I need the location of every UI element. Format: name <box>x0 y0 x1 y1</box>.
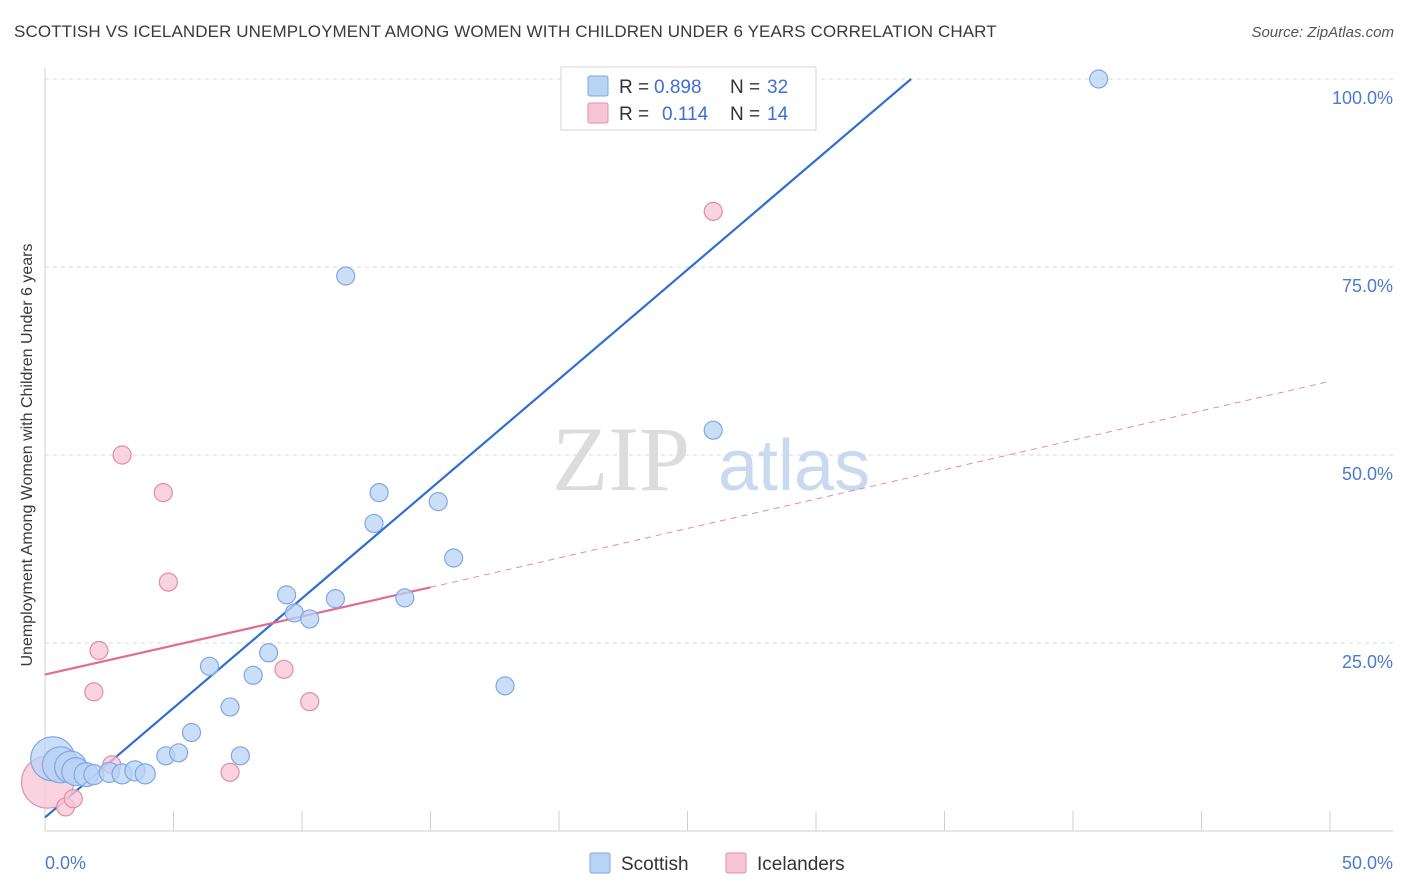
point-icelanders-10 <box>220 762 240 782</box>
point-scottish-28 <box>495 676 515 696</box>
x-tick-label-1: 50.0% <box>1342 853 1393 873</box>
legend-bottom-label-scottish: Scottish <box>621 854 689 875</box>
point-scottish-27 <box>444 548 464 568</box>
point-icelanders-4 <box>84 682 104 702</box>
point-scottish-26 <box>428 492 448 512</box>
legend-n-label-icelanders: N = <box>730 104 760 125</box>
point-icelanders-11 <box>274 659 294 679</box>
point-icelanders-5 <box>89 640 109 661</box>
legend-bottom-swatch-scottish <box>589 852 611 874</box>
point-icelanders-8 <box>153 483 173 503</box>
x-tick-label-0: 0.0% <box>45 853 86 873</box>
trend-line-icelanders <box>44 586 431 676</box>
legend-swatch-scottish <box>587 75 609 97</box>
point-scottish-18 <box>276 585 297 605</box>
legend-r-value-scottish: 0.898 <box>654 77 702 98</box>
watermark-atlas: atlas <box>718 426 870 506</box>
y-tick-label-0: 100.0% <box>1332 88 1393 108</box>
point-icelanders-7 <box>112 445 132 465</box>
point-scottish-15 <box>230 746 250 766</box>
legend-bottom-label-icelanders: Icelanders <box>757 854 845 875</box>
legend-r-value-icelanders: 0.114 <box>662 104 709 125</box>
legend-n-value-scottish: 32 <box>767 77 788 98</box>
point-scottish-12 <box>181 722 202 743</box>
point-icelanders-13 <box>703 201 723 221</box>
legend-bottom-swatch-icelanders <box>725 852 747 874</box>
trend-lines <box>44 78 1331 819</box>
point-icelanders-12 <box>300 692 320 712</box>
y-tick-label-3: 25.0% <box>1342 652 1393 672</box>
point-scottish-29 <box>703 420 723 440</box>
source-credit: Source: ZipAtlas.com <box>1251 24 1394 41</box>
legend-n-value-icelanders: 14 <box>767 104 789 125</box>
legend-swatch-icelanders <box>587 102 609 124</box>
point-icelanders-3 <box>63 789 83 809</box>
point-scottish-23 <box>364 513 384 534</box>
legend-n-label-scottish: N = <box>730 77 760 98</box>
legend-bottom: Scottish Icelanders <box>589 852 845 875</box>
legend-r-label-icelanders: R = <box>619 104 649 125</box>
legend-r-label-scottish: R = <box>619 77 649 98</box>
point-scottish-21 <box>325 589 346 609</box>
trend-line-scottish <box>44 78 912 819</box>
point-scottish-16 <box>243 665 263 685</box>
chart-title: SCOTTISH VS ICELANDER UNEMPLOYMENT AMONG… <box>14 22 997 41</box>
grid-lines <box>45 78 1393 644</box>
point-scottish-30 <box>1089 69 1109 89</box>
point-icelanders-9 <box>158 572 178 592</box>
point-scottish-14 <box>220 697 240 717</box>
watermark-zip: ZIP <box>552 408 690 510</box>
point-scottish-13 <box>199 656 220 676</box>
tick-labels: 100.0% 75.0% 50.0% 25.0% 0.0% 50.0% <box>45 88 1393 873</box>
axes <box>44 68 1393 832</box>
point-scottish-20 <box>300 609 320 629</box>
y-tick-label-1: 75.0% <box>1342 276 1393 296</box>
point-scottish-22 <box>336 266 356 286</box>
legend-top: R = 0.898 N = 32 R = 0.114 N = 14 <box>560 66 817 131</box>
point-scottish-11 <box>169 743 189 763</box>
point-scottish-17 <box>258 643 279 663</box>
point-scottish-9 <box>134 763 156 785</box>
y-tick-label-2: 50.0% <box>1342 464 1393 484</box>
point-scottish-24 <box>369 483 389 503</box>
point-scottish-25 <box>395 588 415 608</box>
data-points <box>20 69 1109 817</box>
watermark: ZIP atlas <box>552 408 870 510</box>
